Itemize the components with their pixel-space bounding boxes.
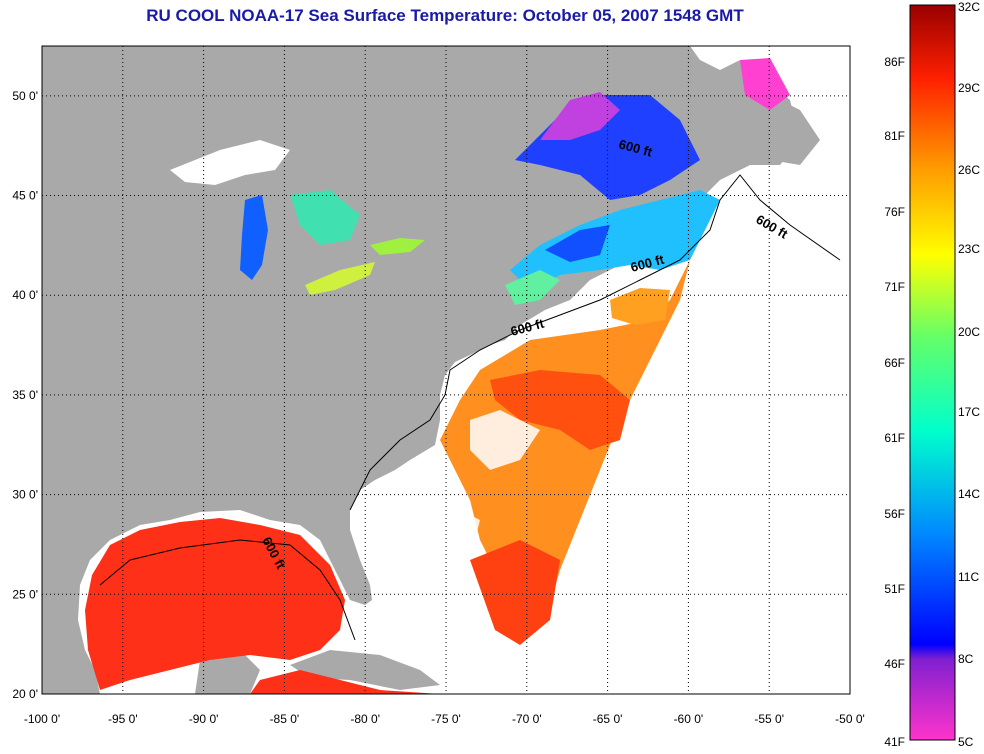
- colorbar-fahrenheit-label: 51F: [884, 582, 905, 596]
- sst-newfoundland-pink: [740, 58, 790, 110]
- colorbar-fahrenheit-label: 86F: [884, 55, 905, 69]
- colorbar-celsius-label: 11C: [958, 570, 979, 584]
- longitude-tick-label: -55 0': [754, 712, 784, 726]
- latitude-tick-label: 40 0': [12, 288, 38, 302]
- sst-scotian-shelf: [510, 190, 720, 290]
- sst-shelf-green: [505, 270, 560, 305]
- colorbar-fahrenheit-label: 61F: [884, 431, 905, 445]
- latitude-tick-label: 50 0': [12, 89, 38, 103]
- latitude-tick-label: 35 0': [12, 388, 38, 402]
- land-yucatan: [195, 650, 260, 694]
- map-title: RU COOL NOAA-17 Sea Surface Temperature:…: [146, 6, 744, 25]
- colorbar-fahrenheit-label: 71F: [884, 280, 905, 294]
- colorbar-celsius-label: 5C: [958, 735, 974, 749]
- colorbar-celsius-label: 29C: [958, 81, 980, 95]
- colorbar-fahrenheit-label: 56F: [884, 507, 905, 521]
- sst-northeast-orange: [610, 288, 670, 325]
- colorbar-fahrenheit-label: 81F: [884, 129, 905, 143]
- longitude-tick-label: -85 0': [270, 712, 300, 726]
- longitude-tick-label: -100 0': [24, 712, 60, 726]
- colorbar-celsius-label: 8C: [958, 652, 974, 666]
- longitude-tick-label: -60 0': [674, 712, 704, 726]
- latitude-tick-label: 45 0': [12, 189, 38, 203]
- sst-caribbean: [250, 670, 440, 694]
- latitude-tick-labels: 20 0' 25 0' 30 0' 35 0' 40 0' 45 0' 50 0': [12, 89, 38, 701]
- plot-frame: [41, 45, 851, 695]
- cloud-cover: [400, 410, 540, 570]
- lake-superior: [170, 140, 290, 185]
- longitude-tick-label: -70 0': [512, 712, 542, 726]
- longitude-tick-label: -80 0': [350, 712, 380, 726]
- contour-600ft: [99, 174, 841, 641]
- latitude-tick-label: 30 0': [12, 488, 38, 502]
- colorbar-labels: 32C 29C 26C 23C 20C 17C 14C 11C 8C 5C 86F 81F 76F 71F…: [884, 0, 980, 749]
- graticule: [42, 46, 850, 694]
- sst-offshore-orange: [440, 260, 690, 640]
- lake-ontario: [370, 238, 425, 255]
- colorbar-celsius-label: 20C: [958, 325, 980, 339]
- sst-gulf-mexico: [85, 518, 345, 690]
- colorbar-fahrenheit-label: 46F: [884, 657, 905, 671]
- longitude-tick-label: -75 0': [431, 712, 461, 726]
- colorbar-fahrenheit-label: 41F: [884, 735, 905, 749]
- longitude-tick-label: -65 0': [593, 712, 623, 726]
- sst-offshore-south: [470, 540, 560, 645]
- lake-erie: [305, 262, 375, 295]
- longitude-tick-label: -50 0': [835, 712, 865, 726]
- colorbar-celsius-label: 32C: [958, 0, 980, 14]
- longitude-tick-labels: -100 0' -95 0' -90 0' -85 0' -80 0' -75 0' -70…: [24, 712, 865, 726]
- sst-offshore-red: [490, 370, 630, 450]
- sst-gulf-maine: [545, 225, 610, 262]
- lake-huron: [290, 190, 360, 245]
- colorbar-celsius-label: 17C: [958, 405, 980, 419]
- latitude-tick-label: 20 0': [12, 687, 38, 701]
- colorbar: [909, 4, 956, 741]
- colorbar-celsius-label: 26C: [958, 163, 980, 177]
- longitude-tick-label: -90 0': [189, 712, 219, 726]
- colorbar-celsius-label: 23C: [958, 242, 980, 256]
- sst-labrador-pink: [540, 92, 620, 140]
- colorbar-celsius-label: 14C: [958, 487, 980, 501]
- latitude-tick-label: 25 0': [12, 587, 38, 601]
- colorbar-fahrenheit-label: 76F: [884, 205, 905, 219]
- lake-michigan: [240, 195, 268, 280]
- colorbar-fahrenheit-label: 66F: [884, 356, 905, 370]
- land-maritimes: [720, 90, 820, 165]
- longitude-tick-label: -95 0': [108, 712, 138, 726]
